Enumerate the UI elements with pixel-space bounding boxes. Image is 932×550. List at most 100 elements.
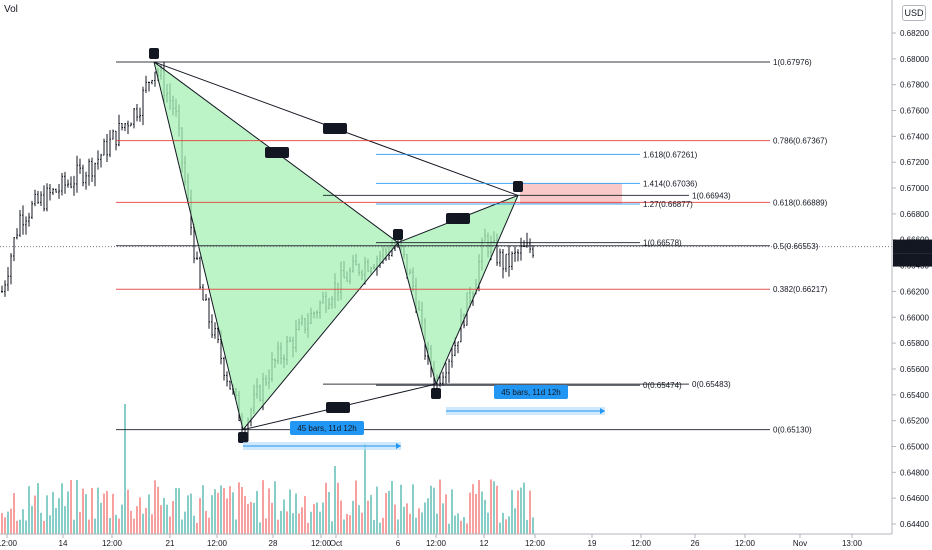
x-tick-label: 12:00 — [207, 539, 228, 548]
bars-label: 45 bars, 11d 12h — [297, 424, 356, 433]
volume-bar — [406, 503, 408, 534]
x-tick-label: 28 — [269, 539, 278, 548]
currency-button[interactable]: USD — [902, 5, 926, 21]
volume-bar — [310, 511, 312, 534]
volume-bar — [289, 489, 291, 534]
volume-bar — [337, 482, 339, 534]
volume-bar — [40, 512, 42, 534]
x-tick-label: 12:00 — [102, 539, 123, 548]
bars-range-arrow — [600, 408, 605, 414]
x-tick-label: 6 — [396, 539, 401, 548]
y-tick-label: 0.65400 — [900, 391, 929, 400]
volume-bar — [268, 488, 270, 534]
x-tick-label: 12:00 — [735, 539, 756, 548]
volume-bar — [121, 504, 123, 534]
volume-bar — [73, 519, 75, 534]
volume-bar — [493, 481, 495, 534]
x-tick-label: 12:00 — [631, 539, 652, 548]
level-label: 0.786(0.67367) — [773, 137, 828, 146]
x-tick-label: 12:00 — [0, 539, 18, 548]
y-tick-label: 0.64400 — [900, 520, 929, 529]
volume-bar — [271, 502, 273, 534]
volume-bar — [475, 493, 477, 534]
x-tick-label: 13:00 — [842, 539, 863, 548]
volume-bar — [529, 490, 531, 534]
point-label-box — [513, 181, 523, 192]
volume-bar — [106, 491, 108, 534]
y-tick-label: 0.68000 — [900, 55, 929, 64]
level-label: 0(0.65474) — [643, 381, 682, 390]
point-label: A — [240, 434, 246, 443]
volume-bar — [499, 522, 501, 534]
volume-bar — [340, 500, 342, 534]
volume-bar — [145, 507, 147, 534]
volume-bar — [109, 517, 111, 534]
bars-label: 45 bars, 11d 12h — [501, 388, 560, 397]
volume-bar — [448, 523, 450, 534]
volume-bar — [214, 489, 216, 534]
level-label: 1(0.66943) — [692, 191, 731, 200]
volume-bar — [367, 500, 369, 534]
bc-leg — [397, 242, 437, 385]
volume-bar — [433, 487, 435, 534]
volume-bar — [139, 497, 141, 534]
volume-bar — [397, 519, 399, 534]
volume-bar — [379, 522, 381, 534]
volume-bar — [439, 479, 441, 534]
volume-bar — [484, 499, 486, 534]
volume-bar — [322, 502, 324, 534]
y-tick-label: 0.68200 — [900, 29, 929, 38]
volume-bar — [103, 493, 105, 534]
ratio-badge-box — [446, 213, 470, 224]
volume-bar — [166, 504, 168, 534]
volume-bars — [1, 404, 534, 534]
pattern-labels: X A B C D 0.511 0.637 0.757 1.327 45 bars, 11d 12… — [149, 48, 605, 450]
countdown-text: 01:08:15 — [896, 257, 928, 266]
price-badge-text: 0.66547 — [898, 243, 927, 252]
volume-bar — [202, 485, 204, 534]
x-tick-label: 26 — [691, 539, 700, 548]
level-label: 1.27(0.66877) — [643, 200, 693, 209]
volume-bar — [91, 488, 93, 534]
volume-bar — [430, 485, 432, 534]
volume-bar — [502, 512, 504, 534]
volume-bar — [307, 522, 309, 534]
volume-bar — [514, 508, 516, 534]
volume-bar — [331, 521, 333, 534]
volume-bar — [160, 505, 162, 534]
volume-bar — [193, 515, 195, 534]
y-tick-label: 0.67400 — [900, 132, 929, 141]
volume-bar — [115, 514, 117, 534]
volume-label: Vol — [4, 4, 18, 15]
volume-bar — [25, 520, 27, 534]
volume-bar — [523, 482, 525, 534]
y-tick-label: 0.64600 — [900, 494, 929, 503]
x-tick-label: Oct — [330, 539, 343, 548]
volume-bar — [292, 513, 294, 534]
volume-bar — [136, 506, 138, 534]
volume-bar — [34, 495, 36, 534]
level-label: 0(0.65483) — [692, 380, 731, 389]
volume-bar — [124, 404, 126, 534]
volume-bar — [403, 506, 405, 534]
point-label-box — [238, 432, 248, 443]
volume-bar — [520, 487, 522, 534]
bars-range-arrow — [396, 443, 401, 449]
y-tick-label: 0.66200 — [900, 287, 929, 296]
cd-leg — [435, 195, 519, 385]
level-label: 1(0.67976) — [773, 58, 812, 67]
point-label-box — [393, 229, 403, 240]
volume-bar — [511, 490, 513, 534]
ratio-badge-box — [265, 147, 289, 158]
volume-bar — [1, 513, 3, 534]
volume-bar — [370, 495, 372, 534]
volume-bar — [382, 517, 384, 534]
x-tick-label: 12:00 — [311, 539, 332, 548]
volume-bar — [172, 501, 174, 534]
volume-bar — [298, 513, 300, 534]
volume-bar — [85, 494, 87, 534]
volume-bar — [394, 504, 396, 534]
point-label: C — [433, 390, 439, 399]
level-label: 1.414(0.67036) — [643, 179, 698, 188]
